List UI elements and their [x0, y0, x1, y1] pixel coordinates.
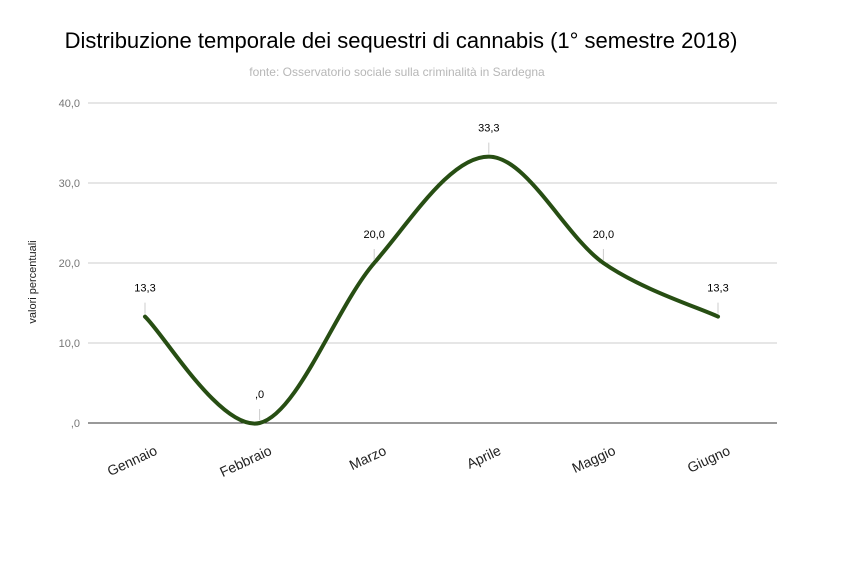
y-tick-label: 20,0 — [59, 258, 80, 270]
data-label: 13,3 — [707, 283, 728, 295]
data-label: 33,3 — [478, 123, 499, 135]
x-tick-label: Aprile — [464, 442, 503, 472]
data-label: ,0 — [255, 389, 264, 401]
x-tick-label: Marzo — [347, 442, 389, 473]
y-tick-label: ,0 — [71, 418, 80, 430]
data-label: 20,0 — [593, 229, 614, 241]
series-line — [143, 154, 720, 426]
x-tick-label: Giugno — [685, 442, 733, 476]
data-label: 20,0 — [363, 229, 384, 241]
y-tick-label: 10,0 — [59, 338, 80, 350]
y-axis-label: valori percentuali — [27, 240, 39, 323]
chart-title: Distribuzione temporale dei sequestri di… — [65, 28, 738, 53]
x-tick-label: Maggio — [569, 442, 618, 476]
chart-subtitle: fonte: Osservatorio sociale sulla crimin… — [249, 65, 545, 79]
x-tick-label: Febbraio — [217, 442, 274, 480]
data-label: 13,3 — [134, 283, 155, 295]
x-tick-label: Gennaio — [105, 442, 160, 479]
y-tick-label: 40,0 — [59, 98, 80, 110]
y-tick-label: 30,0 — [59, 178, 80, 190]
